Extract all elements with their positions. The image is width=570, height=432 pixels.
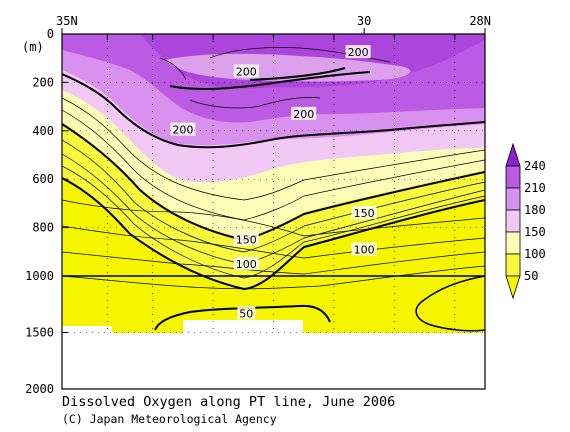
contour-label-3: 200 <box>293 108 314 121</box>
contour-label-layer: 200 200 200 200 150 150 100 100 50 <box>170 45 377 320</box>
y-tick-label-3: 600 <box>32 172 54 186</box>
contour-label-bg-5 <box>233 232 259 246</box>
contour-line-100 <box>62 177 485 291</box>
x-tick-label-1: 30 <box>357 14 371 28</box>
contour-label-bg-3 <box>291 106 317 120</box>
y-tick-label-2: 400 <box>32 124 54 138</box>
contour-label-bg-0 <box>345 45 371 59</box>
colorbar-swatch-5 <box>505 253 521 277</box>
colorbar-label-4: 100 <box>524 247 546 261</box>
y-tick-label-4: 800 <box>32 221 54 235</box>
seafloor-mask-2 <box>183 320 303 333</box>
colorbar-swatch-0 <box>505 142 521 167</box>
depth-axis: 0 200 400 600 800 1000 1500 2000 <box>25 27 485 396</box>
colorbar-label-3: 150 <box>524 225 546 239</box>
contour-label-bg-4 <box>351 206 377 220</box>
y-tick-label-5: 1000 <box>25 269 54 283</box>
contour-label-7: 100 <box>236 258 257 271</box>
latitude-axis: 35N 30 28N <box>56 14 491 34</box>
y-tick-label-7: 2000 <box>25 382 54 396</box>
seafloor-mask-1 <box>62 326 112 333</box>
colorbar-label-2: 180 <box>524 203 546 217</box>
contour-label-6: 100 <box>354 243 375 256</box>
contour-label-4: 150 <box>354 207 375 220</box>
colorbar-swatch-2 <box>505 187 521 211</box>
contour-line-200-upper <box>169 67 371 90</box>
contour-label-8: 50 <box>239 307 253 320</box>
band-deep-low-oxygen <box>414 278 485 331</box>
contour-line-200-main <box>62 73 485 149</box>
plot-frame <box>61 33 486 390</box>
colorbar-swatch-4 <box>505 231 521 255</box>
bottom-mask <box>62 333 485 389</box>
colorbar-label-5: 50 <box>524 269 538 283</box>
colorbar-swatch-3 <box>505 209 521 233</box>
colorbar-swatch-6 <box>505 275 521 300</box>
contour-label-bg-1 <box>233 64 259 78</box>
contour-label-2: 200 <box>172 124 193 137</box>
colorbar-label-0: 240 <box>524 159 546 173</box>
contour-label-bg-8 <box>237 306 256 320</box>
oxygen-filled-contours <box>62 34 485 389</box>
contour-label-0: 200 <box>348 46 369 59</box>
contour-label-bg-6 <box>351 242 377 256</box>
y-tick-label-6: 1500 <box>25 326 54 340</box>
contour-label-bg-2 <box>170 122 196 136</box>
colorbar-swatch-1 <box>505 165 521 189</box>
x-tick-label-0: 35N <box>56 14 78 28</box>
contour-line-50-right <box>415 275 485 332</box>
contour-label-bg-7 <box>233 256 259 270</box>
colorbar-label-1: 210 <box>524 181 546 195</box>
y-tick-label-0: 0 <box>47 27 54 41</box>
depth-unit-label: (m) <box>22 40 44 54</box>
y-tick-label-1: 200 <box>32 75 54 89</box>
color-legend: 240 210 180 150 100 50 <box>505 142 546 300</box>
copyright-credit: (C) Japan Meteorological Agency <box>62 412 277 426</box>
x-tick-label-2: 28N <box>469 14 491 28</box>
station-marker-layer <box>106 34 456 333</box>
chart-title: Dissolved Oxygen along PT line, June 200… <box>62 394 396 410</box>
contour-label-5: 150 <box>236 234 257 247</box>
contour-label-1: 200 <box>236 66 257 79</box>
